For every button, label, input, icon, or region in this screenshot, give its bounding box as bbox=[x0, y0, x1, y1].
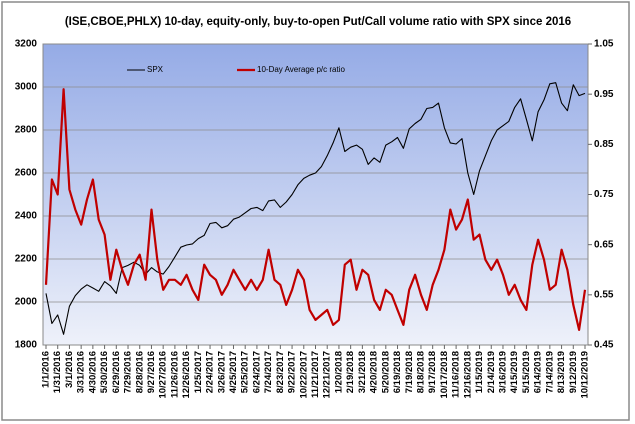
x-tick-label: 1/20/2018 bbox=[333, 351, 344, 393]
y-tick-label: 2800 bbox=[15, 125, 38, 136]
x-tick-label: 10/12/2019 bbox=[580, 351, 591, 399]
x-tick-label: 3/21/2018 bbox=[357, 351, 368, 393]
x-tick-label: 9/27/2016 bbox=[146, 351, 157, 393]
x-tick-label: 4/15/2019 bbox=[509, 351, 520, 393]
y2-tick-label: 0.85 bbox=[594, 139, 614, 150]
x-tick-label: 12/21/2017 bbox=[322, 351, 333, 399]
y2-tick-label: 0.65 bbox=[594, 239, 614, 250]
x-tick-label: 7/19/2018 bbox=[404, 351, 415, 393]
y-tick-label: 2000 bbox=[15, 297, 38, 308]
x-tick-label: 8/28/2016 bbox=[134, 351, 145, 393]
y-tick-label: 2400 bbox=[15, 211, 38, 222]
x-tick-label: 1/1/2016 bbox=[41, 351, 52, 388]
x-tick-label: 9/17/2018 bbox=[427, 351, 438, 393]
x-tick-label: 4/25/2017 bbox=[228, 351, 239, 393]
x-tick-label: 10/22/2017 bbox=[298, 351, 309, 399]
y2-tick-label: 0.95 bbox=[594, 89, 614, 100]
x-tick-label: 11/21/2017 bbox=[310, 351, 321, 398]
x-tick-label: 8/23/2017 bbox=[275, 351, 286, 393]
chart-title: (ISE,CBOE,PHLX) 10-day, equity-only, buy… bbox=[65, 16, 571, 28]
x-tick-label: 9/22/2017 bbox=[287, 351, 298, 393]
x-tick-label: 4/30/2016 bbox=[87, 351, 98, 393]
x-tick-label: 2/14/2019 bbox=[486, 351, 497, 393]
x-tick-label: 5/30/2016 bbox=[99, 351, 110, 393]
plot-area bbox=[42, 43, 589, 346]
x-tick-label: 3/31/2016 bbox=[76, 351, 87, 393]
x-tick-label: 5/25/2017 bbox=[240, 351, 251, 393]
x-tick-label: 1/25/2017 bbox=[193, 351, 204, 393]
x-tick-label: 7/24/2017 bbox=[263, 351, 274, 393]
y2-tick-label: 0.45 bbox=[594, 340, 614, 351]
legend-label: 10-Day Average p/c ratio bbox=[257, 65, 345, 74]
y-tick-label: 3000 bbox=[15, 82, 38, 93]
y2-tick-label: 1.05 bbox=[594, 39, 614, 50]
x-tick-label: 8/18/2018 bbox=[415, 351, 426, 393]
x-tick-label: 1/15/2019 bbox=[474, 351, 485, 393]
x-tick-label: 11/26/2016 bbox=[169, 351, 180, 398]
x-tick-label: 1/31/2016 bbox=[52, 351, 63, 393]
x-tick-label: 5/15/2019 bbox=[521, 351, 532, 393]
x-tick-label: 5/20/2018 bbox=[380, 351, 391, 393]
x-tick-label: 3/16/2019 bbox=[497, 351, 508, 393]
y-tick-label: 2200 bbox=[15, 254, 38, 265]
x-tick-label: 3/26/2017 bbox=[216, 351, 227, 393]
x-tick-label: 2/24/2017 bbox=[205, 351, 216, 393]
x-tick-label: 12/26/2016 bbox=[181, 351, 192, 399]
x-tick-label: 6/14/2019 bbox=[533, 351, 544, 393]
x-tick-label: 9/12/2019 bbox=[568, 351, 579, 393]
x-tick-label: 10/27/2016 bbox=[158, 351, 169, 399]
x-tick-label: 12/16/2018 bbox=[462, 351, 473, 399]
y2-tick-label: 0.75 bbox=[594, 189, 614, 200]
x-tick-label: 2/19/2018 bbox=[345, 351, 356, 393]
series-line bbox=[44, 88, 587, 331]
x-tick-label: 6/29/2016 bbox=[111, 351, 122, 393]
y-tick-label: 1800 bbox=[15, 340, 38, 351]
x-tick-label: 11/16/2018 bbox=[451, 351, 462, 398]
y-tick-label: 3200 bbox=[15, 39, 38, 50]
legend-label: SPX bbox=[147, 65, 164, 74]
x-tick-label: 3/1/2016 bbox=[64, 351, 75, 388]
x-tick-label: 7/29/2016 bbox=[123, 351, 134, 393]
x-tick-label: 7/14/2019 bbox=[544, 351, 555, 393]
y-tick-label: 2600 bbox=[15, 168, 38, 179]
x-tick-label: 4/20/2018 bbox=[369, 351, 380, 393]
y2-tick-label: 0.55 bbox=[594, 289, 614, 300]
x-tick-label: 8/13/2019 bbox=[556, 351, 567, 393]
x-tick-label: 6/24/2017 bbox=[251, 351, 262, 393]
x-tick-label: 6/19/2018 bbox=[392, 351, 403, 393]
x-tick-label: 10/17/2018 bbox=[439, 351, 450, 399]
